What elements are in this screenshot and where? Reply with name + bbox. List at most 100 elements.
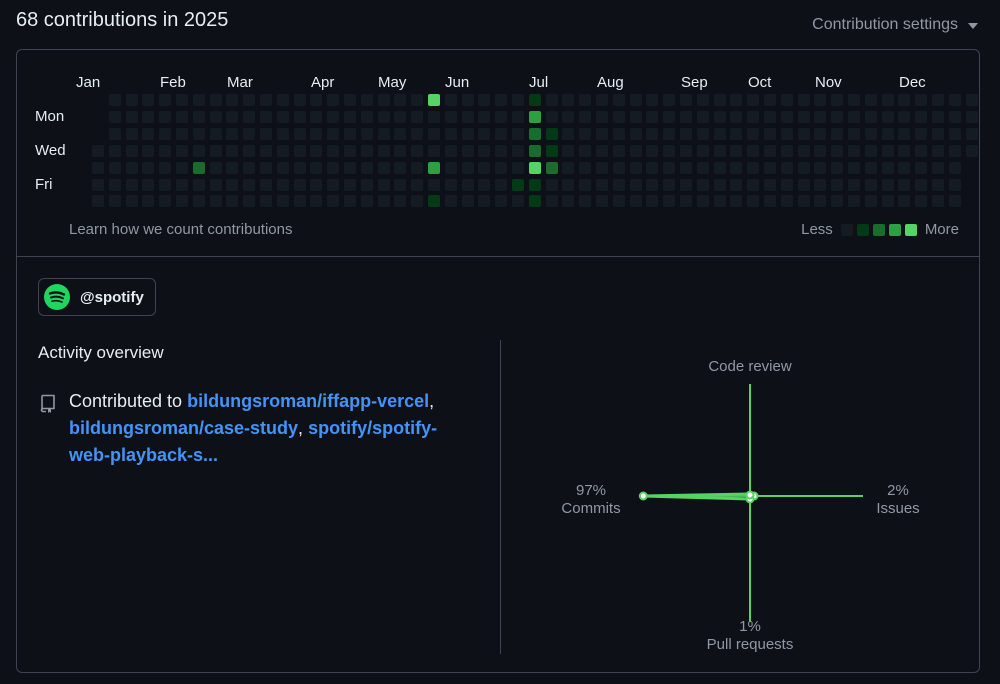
calendar-day-cell[interactable] [411, 127, 424, 140]
calendar-day-cell[interactable] [344, 161, 356, 174]
calendar-day-cell[interactable] [831, 161, 844, 174]
calendar-day-cell[interactable] [848, 127, 860, 140]
calendar-day-cell[interactable] [176, 195, 188, 208]
calendar-day-cell[interactable] [226, 178, 239, 191]
calendar-day-cell[interactable] [932, 94, 944, 106]
calendar-day-cell[interactable] [713, 110, 726, 123]
calendar-day-cell[interactable] [545, 110, 558, 123]
calendar-day-cell[interactable] [696, 178, 709, 191]
calendar-day-cell[interactable] [764, 178, 776, 191]
calendar-day-cell[interactable] [596, 127, 608, 140]
calendar-day-cell[interactable] [814, 178, 827, 191]
calendar-day-cell[interactable] [276, 178, 289, 191]
calendar-day-cell[interactable] [780, 195, 793, 208]
calendar-day-cell[interactable] [176, 110, 188, 123]
calendar-day-cell[interactable] [528, 195, 541, 208]
calendar-day-cell[interactable] [646, 161, 659, 174]
calendar-day-cell[interactable] [344, 178, 356, 191]
calendar-day-cell[interactable] [663, 110, 676, 123]
calendar-day-cell[interactable] [780, 144, 793, 157]
calendar-day-cell[interactable] [226, 127, 239, 140]
calendar-day-cell[interactable] [562, 110, 575, 123]
calendar-day-cell[interactable] [125, 94, 138, 106]
calendar-day-cell[interactable] [209, 195, 222, 208]
calendar-day-cell[interactable] [176, 94, 188, 106]
calendar-day-cell[interactable] [394, 144, 407, 157]
calendar-day-cell[interactable] [797, 195, 810, 208]
calendar-day-cell[interactable] [814, 127, 827, 140]
calendar-day-cell[interactable] [159, 178, 172, 191]
calendar-day-cell[interactable] [92, 144, 104, 157]
repo-link-spotify-web-playback[interactable]: spotify/spotify-web-playback-s... [69, 418, 438, 465]
calendar-day-cell[interactable] [192, 144, 205, 157]
calendar-day-cell[interactable] [293, 94, 306, 106]
calendar-day-cell[interactable] [680, 144, 692, 157]
calendar-day-cell[interactable] [797, 127, 810, 140]
calendar-day-cell[interactable] [528, 110, 541, 123]
calendar-day-cell[interactable] [965, 144, 978, 157]
calendar-day-cell[interactable] [142, 161, 155, 174]
calendar-day-cell[interactable] [478, 161, 491, 174]
calendar-day-cell[interactable] [898, 178, 911, 191]
calendar-day-cell[interactable] [915, 127, 928, 140]
calendar-day-cell[interactable] [310, 110, 323, 123]
calendar-day-cell[interactable] [344, 127, 356, 140]
calendar-day-cell[interactable] [377, 127, 390, 140]
calendar-day-cell[interactable] [764, 127, 776, 140]
calendar-day-cell[interactable] [495, 195, 508, 208]
calendar-day-cell[interactable] [948, 178, 961, 191]
calendar-day-cell[interactable] [646, 195, 659, 208]
calendar-day-cell[interactable] [243, 110, 256, 123]
calendar-day-cell[interactable] [293, 127, 306, 140]
calendar-day-cell[interactable] [629, 127, 642, 140]
calendar-day-cell[interactable] [159, 161, 172, 174]
calendar-day-cell[interactable] [209, 110, 222, 123]
calendar-day-cell[interactable] [428, 110, 440, 123]
calendar-day-cell[interactable] [344, 144, 356, 157]
calendar-day-cell[interactable] [579, 94, 592, 106]
calendar-day-cell[interactable] [898, 94, 911, 106]
calendar-day-cell[interactable] [276, 127, 289, 140]
calendar-day-cell[interactable] [293, 195, 306, 208]
calendar-day-cell[interactable] [310, 127, 323, 140]
calendar-day-cell[interactable] [108, 110, 121, 123]
calendar-day-cell[interactable] [226, 144, 239, 157]
calendar-day-cell[interactable] [293, 144, 306, 157]
calendar-day-cell[interactable] [327, 94, 340, 106]
calendar-day-cell[interactable] [243, 144, 256, 157]
calendar-day-cell[interactable] [377, 144, 390, 157]
calendar-day-cell[interactable] [579, 144, 592, 157]
calendar-day-cell[interactable] [831, 195, 844, 208]
calendar-day-cell[interactable] [142, 144, 155, 157]
calendar-day-cell[interactable] [528, 178, 541, 191]
calendar-day-cell[interactable] [125, 195, 138, 208]
calendar-day-cell[interactable] [360, 110, 373, 123]
calendar-day-cell[interactable] [327, 195, 340, 208]
calendar-day-cell[interactable] [663, 161, 676, 174]
calendar-day-cell[interactable] [814, 161, 827, 174]
calendar-day-cell[interactable] [377, 94, 390, 106]
calendar-day-cell[interactable] [814, 110, 827, 123]
calendar-day-cell[interactable] [125, 110, 138, 123]
calendar-day-cell[interactable] [226, 161, 239, 174]
calendar-day-cell[interactable] [831, 110, 844, 123]
calendar-day-cell[interactable] [562, 94, 575, 106]
calendar-day-cell[interactable] [831, 178, 844, 191]
calendar-day-cell[interactable] [579, 127, 592, 140]
calendar-day-cell[interactable] [394, 161, 407, 174]
calendar-day-cell[interactable] [713, 178, 726, 191]
calendar-day-cell[interactable] [411, 94, 424, 106]
calendar-day-cell[interactable] [327, 161, 340, 174]
calendar-day-cell[interactable] [680, 110, 692, 123]
calendar-day-cell[interactable] [159, 110, 172, 123]
calendar-day-cell[interactable] [428, 144, 440, 157]
calendar-day-cell[interactable] [260, 127, 272, 140]
calendar-day-cell[interactable] [932, 127, 944, 140]
calendar-day-cell[interactable] [192, 195, 205, 208]
calendar-day-cell[interactable] [411, 195, 424, 208]
calendar-day-cell[interactable] [478, 144, 491, 157]
calendar-day-cell[interactable] [713, 94, 726, 106]
calendar-day-cell[interactable] [764, 110, 776, 123]
calendar-day-cell[interactable] [612, 144, 625, 157]
calendar-day-cell[interactable] [579, 161, 592, 174]
